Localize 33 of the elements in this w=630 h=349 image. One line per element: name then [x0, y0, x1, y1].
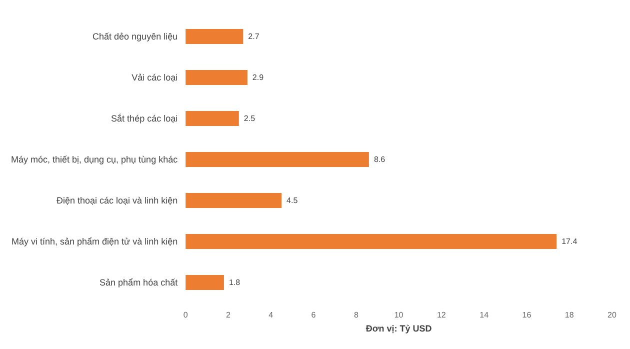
x-tick-label: 16 [522, 310, 532, 320]
x-axis-title: Đơn vị: Tỷ USD [366, 323, 432, 334]
data-label: 2.7 [248, 32, 260, 41]
bar [186, 234, 557, 249]
bar [186, 29, 244, 44]
bar [186, 111, 239, 126]
y-tick-label: Sắt thép các loại [111, 114, 178, 124]
bar [186, 152, 369, 167]
x-tick-label: 12 [436, 310, 446, 320]
y-tick-label: Điện thoại các loại và linh kiện [56, 196, 178, 206]
x-tick-label: 20 [608, 310, 617, 320]
x-tick-label: 10 [394, 310, 404, 320]
bar [186, 275, 224, 290]
x-tick-label: 14 [480, 310, 490, 320]
data-label: 4.5 [286, 196, 298, 205]
x-tick-label: 18 [564, 310, 574, 320]
bar [186, 193, 282, 208]
y-tick-label: Máy móc, thiết bị, dụng cụ, phụ tùng khác [10, 154, 178, 164]
x-tick-label: 6 [311, 310, 316, 320]
bar [186, 70, 248, 85]
x-tick-label: 4 [268, 310, 274, 320]
data-label: 2.5 [244, 114, 256, 123]
data-label: 8.6 [374, 155, 386, 164]
x-tick-label: 2 [226, 310, 232, 320]
x-tick-label: 0 [183, 310, 188, 320]
data-label: 2.9 [252, 73, 264, 82]
x-tick-label: 8 [354, 310, 359, 320]
y-tick-label: Chất dẻo nguyên liệu [92, 32, 178, 42]
y-tick-label: Sản phẩm hóa chất [100, 278, 178, 288]
y-tick-label: Vải các loại [132, 72, 178, 82]
data-label: 17.4 [562, 237, 578, 246]
y-tick-label: Máy vi tính, sản phẩm điện tử và linh kiện [11, 236, 178, 246]
data-label: 1.8 [228, 278, 241, 287]
